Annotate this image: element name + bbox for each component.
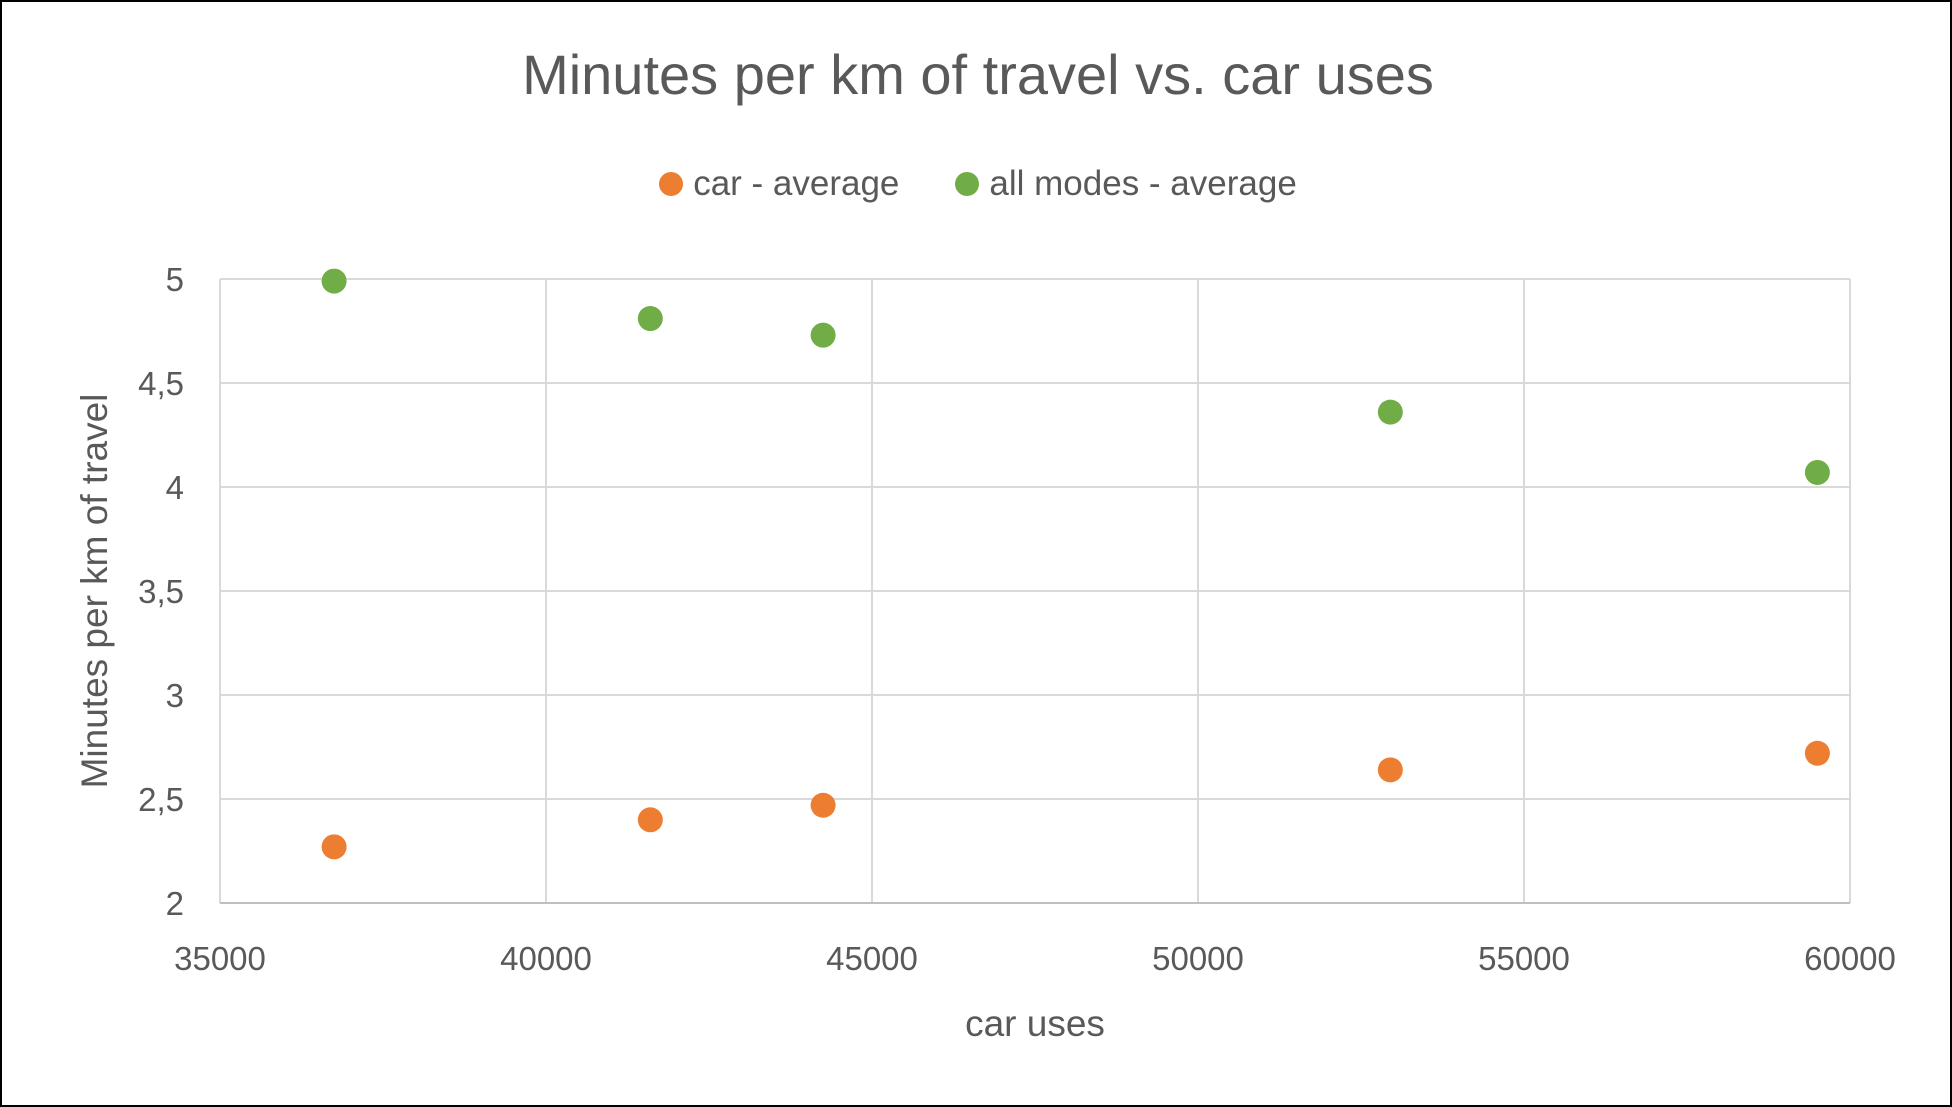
- x-tick-label: 60000: [1804, 940, 1896, 977]
- y-tick-label: 5: [166, 261, 184, 298]
- chart-title: Minutes per km of travel vs. car uses: [522, 43, 1434, 106]
- y-tick-label: 3: [166, 677, 184, 714]
- y-tick-label: 2: [166, 885, 184, 922]
- y-axis-title: Minutes per km of travel: [74, 394, 115, 789]
- data-point-car-average: [1377, 757, 1403, 783]
- data-point-car-average: [321, 834, 347, 860]
- data-point-car-average: [810, 792, 836, 818]
- x-tick-label: 55000: [1478, 940, 1570, 977]
- data-point-all-modes-average: [321, 268, 347, 294]
- x-tick-label: 45000: [826, 940, 918, 977]
- y-tick-label: 3,5: [138, 573, 184, 610]
- x-tick-label: 50000: [1152, 940, 1244, 977]
- y-tick-label: 4: [166, 469, 184, 506]
- data-point-all-modes-average: [1804, 459, 1830, 485]
- data-point-all-modes-average: [810, 322, 836, 348]
- legend-label-all-modes-average: all modes - average: [989, 164, 1297, 203]
- y-tick-label: 2,5: [138, 781, 184, 818]
- x-tick-label: 40000: [500, 940, 592, 977]
- legend-label-car-average: car - average: [693, 164, 900, 203]
- data-point-all-modes-average: [637, 306, 663, 332]
- data-point-all-modes-average: [1377, 399, 1403, 425]
- data-point-car-average: [1804, 740, 1830, 766]
- data-point-car-average: [637, 807, 663, 833]
- legend-item-all-modes-average: all modes - average: [955, 164, 1297, 204]
- legend-swatch-car-average: [659, 172, 684, 196]
- legend-swatch-all-modes-average: [955, 172, 980, 196]
- y-tick-label: 4,5: [138, 365, 184, 402]
- legend-item-car-average: car - average: [659, 164, 899, 204]
- legend: car - average all modes - average: [2, 164, 1952, 204]
- x-tick-label: 35000: [174, 940, 266, 977]
- x-axis-title: car uses: [965, 1003, 1105, 1044]
